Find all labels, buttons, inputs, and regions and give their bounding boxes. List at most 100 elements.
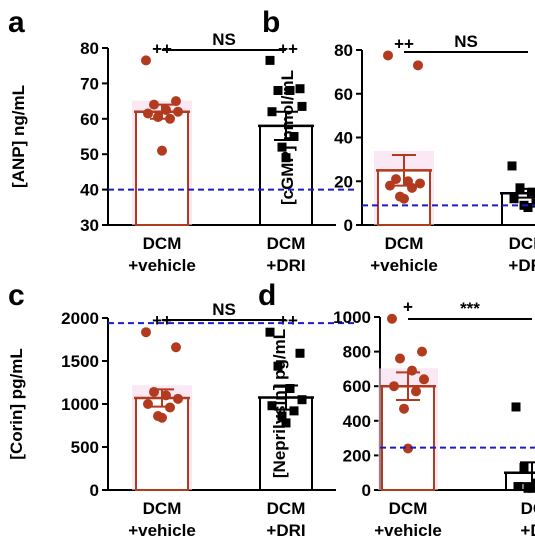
data-point (285, 384, 295, 394)
y-tick-label: 2000 (61, 309, 99, 328)
y-tick-label: 40 (80, 181, 99, 200)
panel-c: c [Corin] pg/mL 0 500 1000 1500 2000 ++ DCM +vehi… (7, 279, 356, 540)
x-category-label: +DRI (266, 521, 305, 540)
data-point (171, 96, 181, 107)
data-point (387, 313, 397, 324)
data-point (267, 401, 277, 411)
y-tick-label: 70 (80, 74, 99, 93)
data-point (285, 85, 295, 95)
data-point (265, 55, 275, 65)
data-point (515, 183, 525, 193)
data-point (399, 403, 409, 414)
plus-marker: ++ (152, 39, 172, 58)
y-tick-label: 60 (80, 110, 99, 129)
bar (135, 110, 189, 226)
x-category-label: DCM (389, 499, 428, 518)
data-point (411, 386, 421, 397)
x-category-label: +vehicle (128, 256, 196, 275)
y-tick-label: 600 (343, 377, 371, 396)
data-point (173, 106, 183, 117)
data-point (153, 112, 163, 123)
data-point (143, 108, 153, 119)
significance-label: NS (212, 30, 236, 49)
data-point (273, 361, 283, 371)
panel-b: b [cGMP] pmol/mL 0 20 40 60 80 ++ DCM +vehicle DCM… (262, 6, 535, 275)
data-point (165, 113, 175, 124)
data-point (289, 406, 299, 416)
data-point (157, 145, 167, 156)
panel-d: d [Neprilysin] pg/mL 0 200 400 600 800 1000 + DCM… (258, 279, 535, 540)
data-point (419, 374, 429, 385)
panel-letter: c (8, 279, 25, 312)
data-point (297, 101, 307, 111)
data-point (267, 107, 277, 117)
data-point (383, 50, 393, 61)
y-tick-label: 30 (80, 216, 99, 235)
x-category-label: +vehicle (374, 521, 442, 540)
data-point (289, 132, 299, 141)
panel-letter: d (258, 279, 276, 312)
data-point (171, 342, 181, 353)
x-category-label: DCM (521, 499, 535, 518)
y-tick-label: 50 (80, 145, 99, 164)
y-axis-label: [ANP] ng/mL (9, 85, 28, 188)
plus-marker: ++ (394, 34, 414, 53)
data-point (399, 193, 409, 204)
data-point (407, 182, 417, 193)
data-point (403, 443, 413, 454)
bar (381, 385, 435, 492)
x-category-label: +vehicle (128, 521, 196, 540)
data-point (141, 327, 151, 338)
data-point (281, 153, 291, 163)
plus-marker: + (403, 298, 413, 317)
data-point (385, 180, 395, 191)
data-point (519, 463, 529, 473)
x-category-label: DCM (385, 234, 424, 253)
panel-letter: b (262, 6, 280, 39)
data-point (277, 411, 287, 421)
data-point (507, 161, 517, 171)
data-point (173, 393, 183, 404)
significance-label: *** (460, 299, 480, 318)
y-tick-label: 60 (334, 85, 353, 104)
data-point (281, 418, 291, 428)
data-point (391, 174, 401, 185)
y-tick-label: 0 (362, 481, 371, 500)
data-point (297, 395, 307, 405)
y-tick-label: 400 (343, 412, 371, 431)
data-point (395, 353, 405, 364)
data-point (157, 412, 167, 423)
y-tick-label: 200 (343, 446, 371, 465)
data-point (531, 478, 535, 488)
significance-label: NS (454, 32, 478, 51)
x-category-label: DCM (267, 234, 306, 253)
plus-marker: ++ (278, 311, 298, 330)
y-tick-label: 20 (334, 172, 353, 191)
x-category-label: +vehicle (370, 256, 438, 275)
x-category-label: DCM (267, 499, 306, 518)
panel-a: a [ANP] ng/mL 30 40 50 60 70 80 ++ DCM +vehicle ++ D… (8, 6, 356, 275)
x-category-label: DCM (143, 499, 182, 518)
data-point (389, 381, 399, 392)
y-tick-label: 1500 (61, 352, 99, 371)
data-point (295, 348, 305, 358)
data-point (407, 365, 417, 376)
data-point (415, 178, 425, 189)
data-point (165, 402, 175, 413)
bar (259, 124, 313, 226)
data-point (141, 55, 151, 66)
bar (135, 396, 189, 492)
data-point (265, 327, 275, 337)
data-point (161, 390, 171, 401)
y-tick-label: 40 (334, 129, 353, 148)
data-point (161, 104, 171, 115)
data-point (277, 142, 287, 152)
y-axis-label: [cGMP] pmol/mL (278, 70, 297, 205)
data-point (513, 482, 523, 492)
data-point (143, 399, 153, 409)
data-point (413, 60, 423, 71)
data-point (523, 203, 533, 212)
y-tick-label: 0 (90, 481, 99, 500)
x-category-label: DCM (509, 234, 535, 253)
